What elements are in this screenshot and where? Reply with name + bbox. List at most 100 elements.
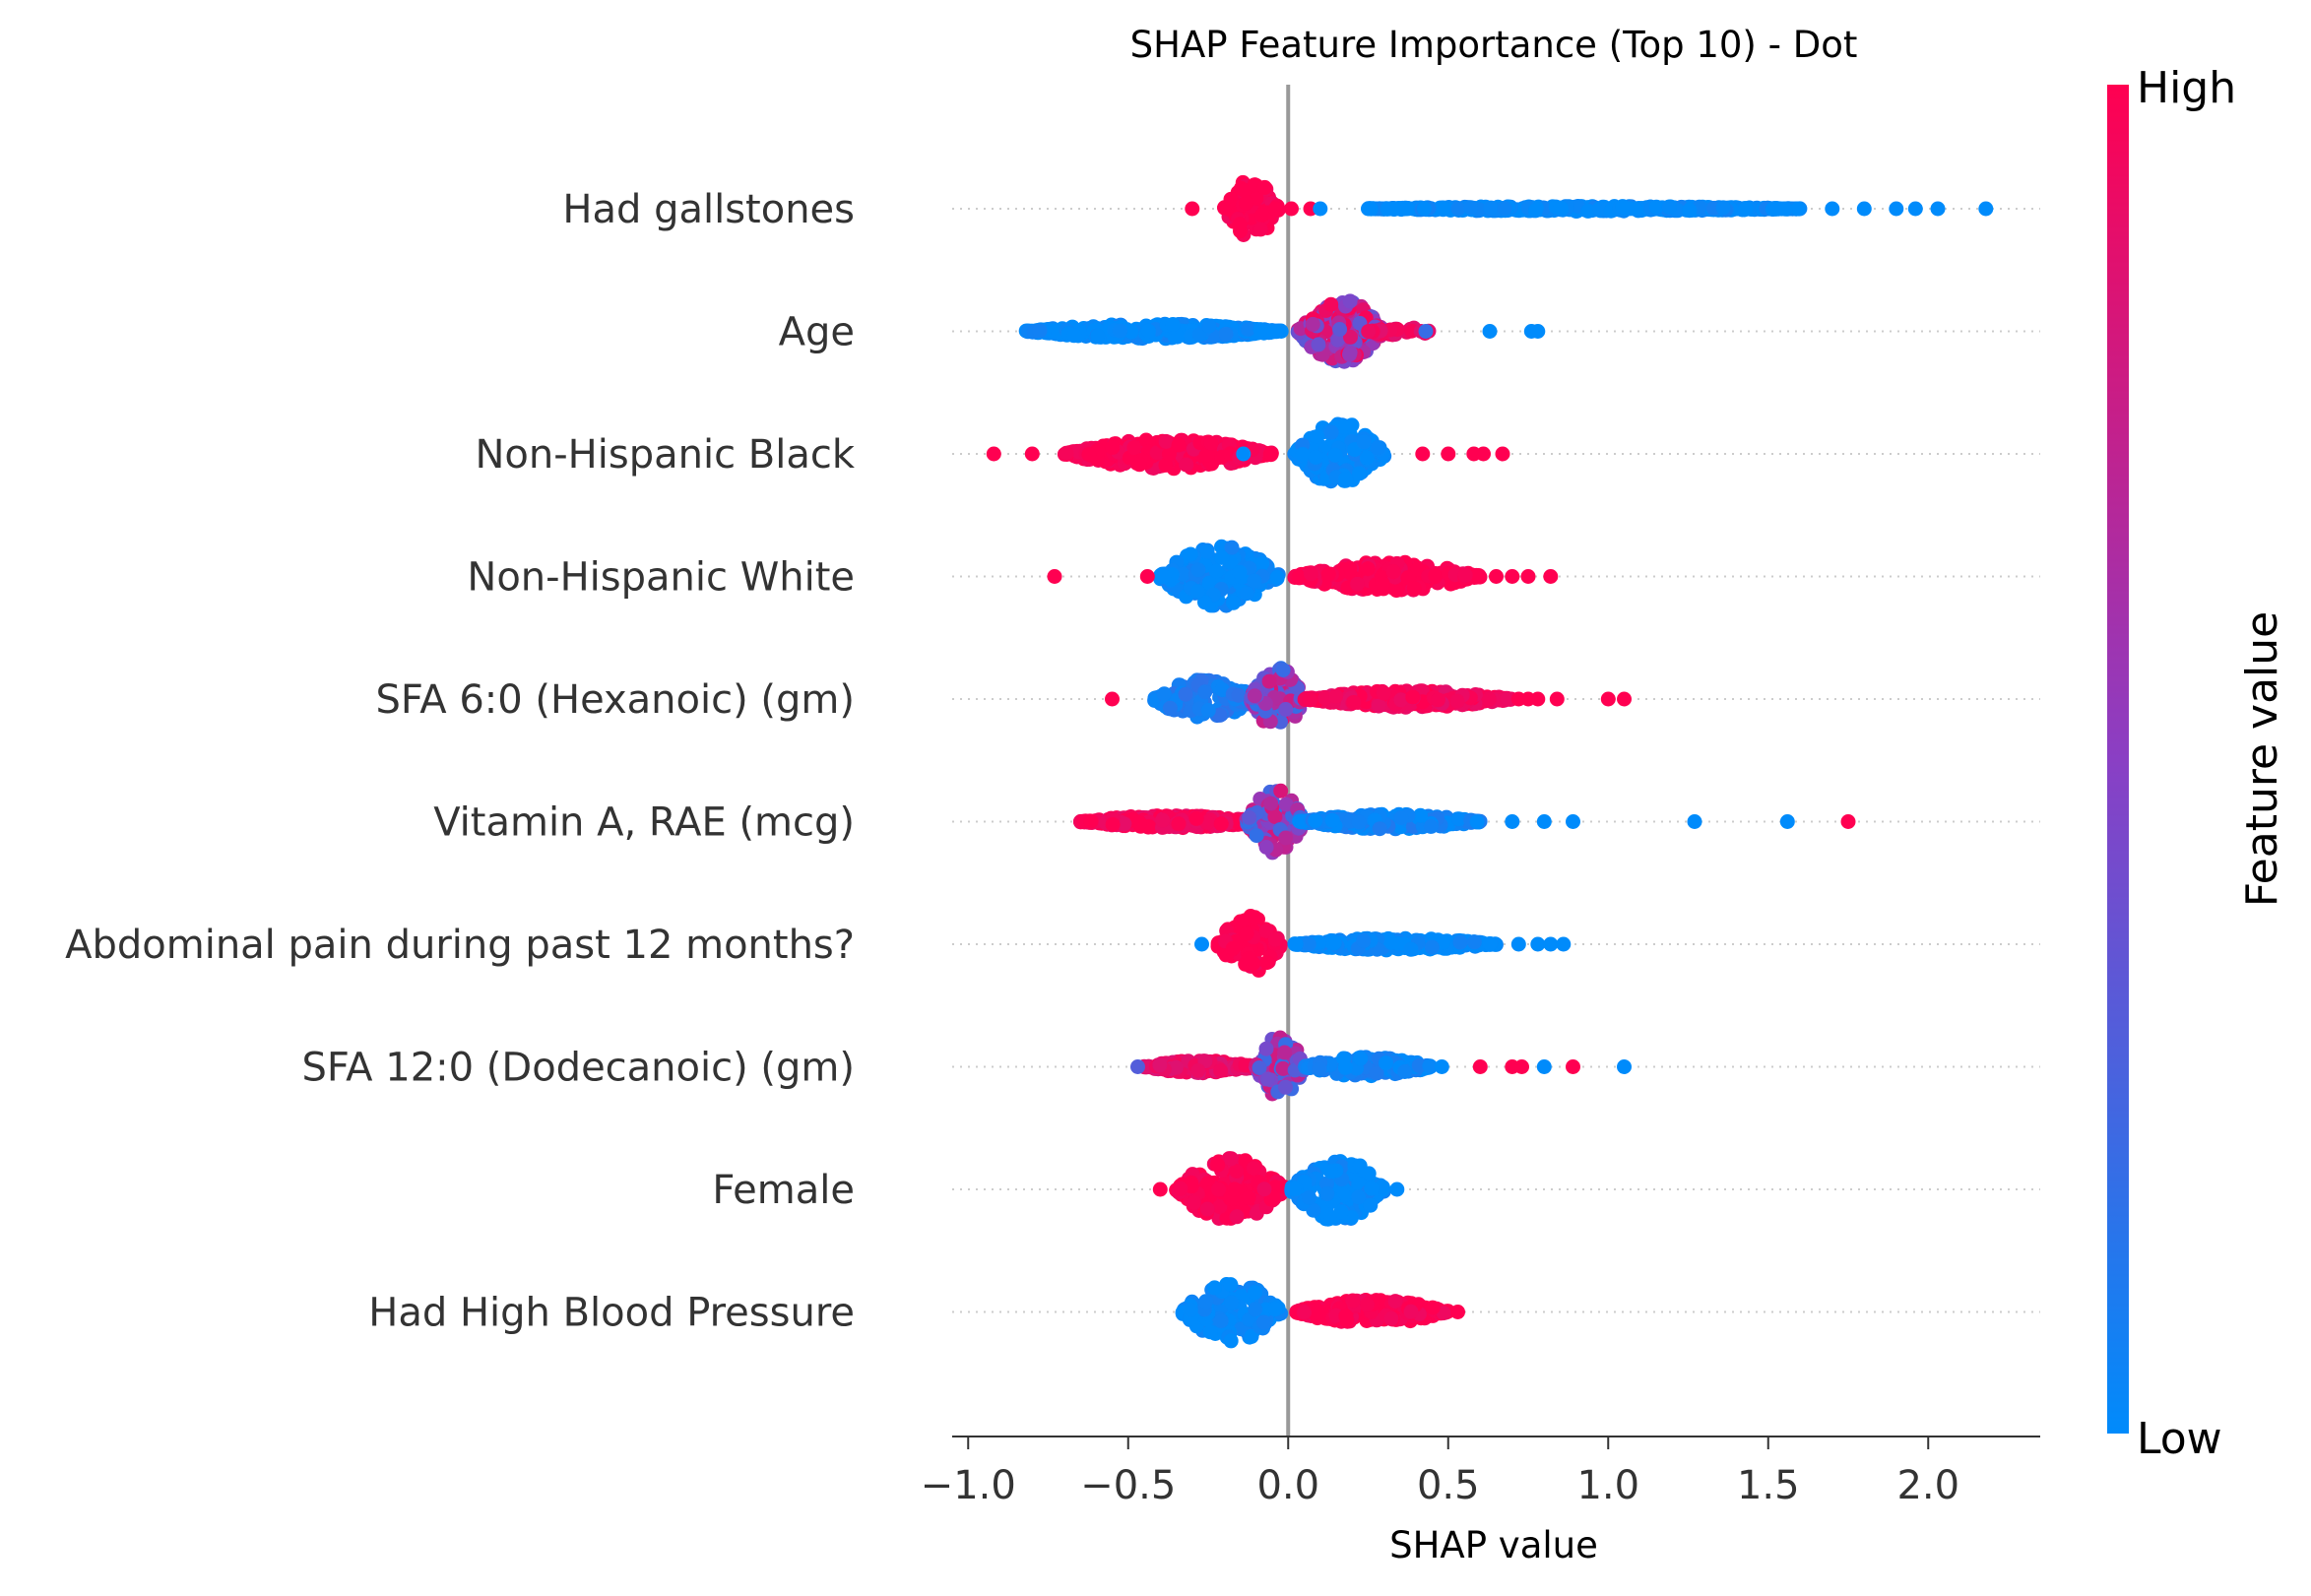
shap-dot — [1580, 203, 1596, 219]
shap-dot — [1375, 576, 1390, 592]
shap-dot-outlier — [1418, 324, 1434, 339]
shap-dot — [1278, 797, 1294, 812]
shap-dot — [1248, 1285, 1262, 1301]
shap-dot — [1278, 830, 1294, 846]
x-tick-label: 0.0 — [1256, 1463, 1319, 1508]
shap-dot — [1232, 564, 1248, 580]
shap-dot — [1351, 1189, 1367, 1205]
shap-dot — [1286, 1181, 1302, 1196]
shap-dot — [1304, 566, 1318, 582]
shap-dot — [1403, 941, 1419, 957]
shap-dot — [1156, 686, 1172, 702]
shap-dot-outlier — [1495, 446, 1510, 462]
feature-label: Female — [712, 1168, 855, 1213]
shap-dot — [1422, 1058, 1438, 1074]
feature-row-dots — [1073, 783, 1856, 861]
shap-dot-outlier — [1152, 1181, 1168, 1197]
shap-dot — [1405, 689, 1421, 705]
shap-dot — [1410, 561, 1426, 577]
shap-dot — [1350, 576, 1365, 592]
colorbar-gradient — [2107, 85, 2129, 1434]
shap-dot — [1213, 1063, 1229, 1078]
shap-dot — [1352, 466, 1367, 481]
shap-dot — [1296, 1305, 1312, 1320]
shap-dot — [1249, 828, 1264, 844]
shap-dot — [1275, 1060, 1291, 1076]
shap-dot — [1247, 573, 1262, 589]
shap-dot — [1482, 936, 1498, 951]
x-tick-label: −1.0 — [921, 1463, 1016, 1508]
shap-dot-outlier — [1024, 446, 1040, 462]
shap-dot — [1267, 932, 1283, 947]
shap-dot — [1310, 429, 1325, 444]
shap-dot — [1336, 1187, 1352, 1203]
shap-dot — [1199, 543, 1215, 559]
shap-dot — [1233, 1321, 1249, 1337]
shap-dot — [1117, 816, 1132, 832]
shap-dot — [1083, 813, 1099, 829]
shap-dot — [1344, 417, 1360, 433]
shap-dot — [1326, 935, 1342, 951]
shap-dot — [1158, 433, 1174, 449]
shap-dot — [1361, 324, 1377, 340]
shap-dot — [1171, 437, 1187, 453]
shap-dot — [1227, 1181, 1243, 1197]
shap-dot — [1252, 222, 1268, 237]
shap-dot — [1252, 1060, 1267, 1075]
shap-dot — [1302, 1189, 1316, 1205]
x-tick-label: 0.5 — [1417, 1463, 1480, 1508]
feature-row-dots — [1047, 539, 1559, 613]
x-tick-label: 1.5 — [1737, 1463, 1800, 1508]
shap-dot — [1259, 955, 1275, 971]
shap-dot — [1183, 1302, 1198, 1317]
feature-row-dots — [1018, 293, 1546, 369]
shap-dot — [1190, 562, 1206, 578]
shap-dot — [1380, 201, 1395, 217]
shap-dot — [1263, 796, 1279, 811]
shap-dot-outlier — [1856, 201, 1872, 217]
shap-dot — [1126, 440, 1142, 456]
shap-dot — [1371, 698, 1386, 714]
shap-dot — [1161, 446, 1177, 462]
shap-dot-outlier — [1840, 814, 1856, 829]
shap-dot — [1452, 934, 1468, 950]
shap-dot-outlier — [1482, 324, 1498, 339]
shap-dot — [1246, 1161, 1261, 1176]
shap-dot — [1342, 347, 1357, 362]
shap-dot — [1223, 1277, 1239, 1293]
dots-layer — [986, 174, 1994, 1349]
shap-dot — [1184, 1179, 1199, 1194]
shap-dot — [1457, 567, 1473, 583]
shap-dot-outlier — [1505, 814, 1520, 829]
shap-dot-outlier — [1510, 936, 1526, 952]
shap-dot — [1248, 910, 1262, 926]
shap-dot — [1346, 695, 1362, 710]
feature-label: Age — [779, 310, 855, 355]
shap-dot — [1203, 435, 1219, 451]
shap-dot-outlier — [1907, 201, 1923, 217]
shap-dot-outlier — [1389, 1181, 1405, 1197]
shap-dot — [1319, 1185, 1335, 1201]
shap-dot — [1231, 687, 1247, 703]
shap-dot — [1269, 569, 1285, 585]
shap-dot — [1356, 932, 1372, 948]
shap-dot — [1059, 445, 1074, 461]
shap-dot — [1305, 316, 1320, 332]
shap-dot — [1385, 564, 1401, 580]
shap-dot — [1173, 1181, 1188, 1196]
shap-dot — [1469, 814, 1485, 830]
shap-dot — [1370, 440, 1385, 456]
shap-dot — [1179, 457, 1194, 473]
shap-dot — [1497, 201, 1512, 217]
shap-dot — [1191, 327, 1207, 343]
shap-dot — [1323, 296, 1339, 312]
shap-dot-outlier — [1194, 936, 1209, 952]
shap-dot — [1198, 448, 1214, 463]
shap-dot — [1229, 1209, 1245, 1225]
shap-dot — [1301, 936, 1316, 952]
shap-dot — [1214, 549, 1230, 565]
feature-label: Vitamin A, RAE (mcg) — [433, 800, 855, 846]
shap-dot — [1275, 663, 1291, 677]
shap-dot-outlier — [1489, 569, 1504, 584]
